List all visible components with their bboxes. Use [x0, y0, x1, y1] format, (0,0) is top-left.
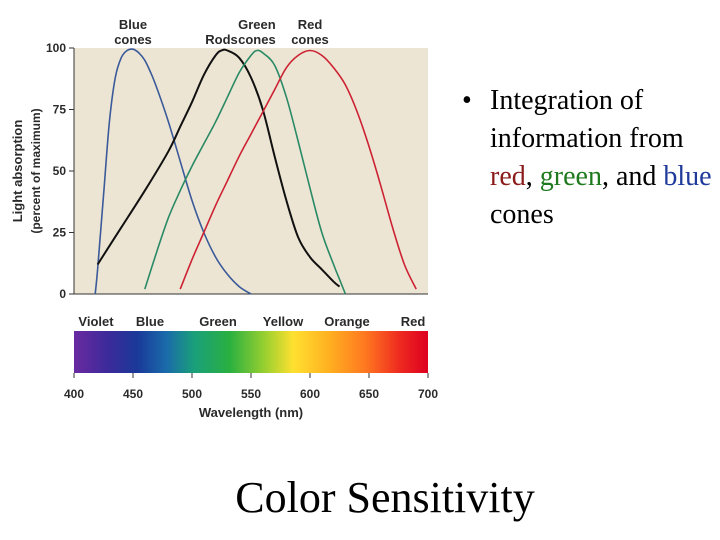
- rods-label: Rods: [205, 32, 238, 47]
- spectrum-band-yellow: Yellow: [263, 314, 304, 329]
- slide-title: Color Sensitivity: [235, 473, 535, 522]
- red-cones-label: Red: [298, 17, 323, 32]
- bullet-sep-2: , and: [601, 161, 657, 192]
- bullet-text: Integration of information from red, gre…: [490, 82, 712, 234]
- y-tick-label: 50: [53, 164, 67, 178]
- blue-cones-curve: [94, 48, 252, 295]
- spectrum-band-blue: Blue: [136, 314, 164, 329]
- x-tick-label: 650: [359, 387, 379, 401]
- bullet-word-blue: blue: [663, 161, 712, 192]
- green-cones-curve: [144, 49, 347, 295]
- red-cones-label: cones: [291, 32, 329, 47]
- spectrum-band-red: Red: [401, 314, 426, 329]
- bullet-point: • Integration of information from red, g…: [462, 82, 712, 234]
- blue-cones-label: Blue: [119, 17, 147, 32]
- y-tick-label: 75: [53, 103, 67, 117]
- spectrum-band-violet: Violet: [78, 314, 114, 329]
- x-tick-label: 400: [64, 387, 84, 401]
- plot-area: [74, 48, 428, 294]
- red-cones-curve: [179, 49, 417, 290]
- bullet-line-end: cones: [490, 199, 554, 230]
- green-cones-label: cones: [238, 32, 276, 47]
- rods-curve: [96, 48, 341, 288]
- y-tick-label: 0: [59, 287, 66, 301]
- y-tick-label: 25: [53, 226, 67, 240]
- green-cones-label: Green: [238, 17, 276, 32]
- visible-spectrum-bar: [74, 331, 428, 373]
- x-tick-label: 550: [241, 387, 261, 401]
- bullet-line-start: Integration of information from: [490, 85, 684, 154]
- spectrum-band-orange: Orange: [324, 314, 370, 329]
- bullet-word-green: green: [539, 161, 602, 192]
- bullet-marker: •: [462, 85, 472, 116]
- spectrum-band-green: Green: [199, 314, 237, 329]
- x-axis-title: Wavelength (nm): [199, 405, 303, 420]
- x-tick-label: 600: [300, 387, 320, 401]
- bullet-sep-1: ,: [525, 161, 540, 192]
- x-tick-label: 700: [418, 387, 438, 401]
- bullet-word-red: red: [490, 161, 526, 192]
- x-tick-label: 450: [123, 387, 143, 401]
- y-tick-label: 100: [46, 41, 66, 55]
- y-axis-title: Light absorption: [10, 120, 25, 223]
- x-tick-label: 500: [182, 387, 202, 401]
- blue-cones-label: cones: [114, 32, 152, 47]
- y-axis-subtitle: (percent of maximum): [29, 108, 43, 233]
